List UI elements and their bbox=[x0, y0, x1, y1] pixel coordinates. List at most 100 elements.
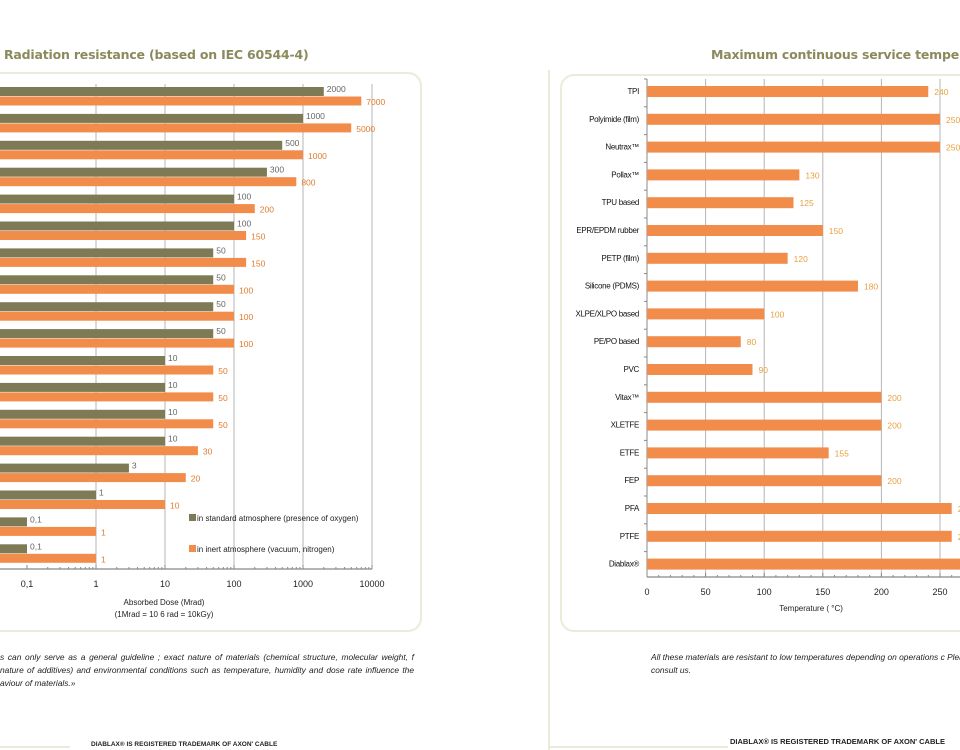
category-label: PE/PO based bbox=[594, 337, 639, 346]
value-label: 250 bbox=[946, 143, 960, 153]
bar-inert bbox=[0, 96, 362, 106]
value-label-standard: 50 bbox=[216, 326, 226, 336]
bar-standard bbox=[0, 490, 96, 500]
value-label-standard: 0,1 bbox=[30, 514, 42, 524]
x-tick-label: 150 bbox=[815, 587, 830, 597]
value-label-inert: 7000 bbox=[366, 97, 385, 107]
page-edge-right bbox=[548, 70, 550, 750]
x-tick-label: 1000 bbox=[293, 579, 313, 589]
category-label: TPI bbox=[627, 87, 639, 96]
bar-temperature bbox=[647, 197, 794, 209]
bar-standard bbox=[0, 409, 165, 419]
bar-temperature bbox=[647, 141, 940, 153]
bar-inert bbox=[0, 257, 247, 267]
bar-inert bbox=[0, 311, 234, 321]
value-label-inert: 1 bbox=[101, 554, 106, 564]
bar-inert bbox=[0, 553, 96, 563]
value-label-standard: 0,1 bbox=[30, 541, 42, 551]
category-label: TPU based bbox=[602, 198, 639, 207]
bar-inert bbox=[0, 365, 214, 375]
bar-inert bbox=[0, 446, 198, 456]
category-label: EPR/EPDM rubber bbox=[576, 226, 639, 235]
value-label: 80 bbox=[747, 337, 757, 347]
x-axis-label: Temperature ( °C) bbox=[779, 604, 843, 613]
x-tick-label: 50 bbox=[701, 587, 711, 597]
category-label: ETFE bbox=[620, 448, 639, 457]
bar-temperature bbox=[647, 503, 952, 514]
bar-temperature bbox=[647, 447, 829, 459]
value-label-standard: 50 bbox=[216, 299, 226, 309]
x-tick-label: 250 bbox=[932, 587, 947, 597]
trademark-left: DIABLAX® IS REGISTERED TRADEMARK OF AXON… bbox=[91, 741, 278, 748]
value-label-standard: 1000 bbox=[306, 111, 325, 121]
value-label-standard: 50 bbox=[216, 272, 226, 282]
bar-standard bbox=[0, 221, 234, 231]
value-label-inert: 1 bbox=[101, 527, 106, 537]
value-label: 180 bbox=[864, 282, 878, 292]
x-tick-label: 0,1 bbox=[21, 579, 34, 589]
bar-inert bbox=[0, 284, 234, 294]
value-label-standard: 10 bbox=[168, 380, 178, 390]
bar-inert bbox=[0, 419, 214, 429]
bar-standard bbox=[0, 382, 165, 392]
x-axis-label-units: (1Mrad = 10 6 rad = 10kGy) bbox=[115, 610, 214, 619]
value-label-inert: 200 bbox=[260, 205, 274, 215]
bar-temperature bbox=[647, 86, 929, 97]
value-label: 2 bbox=[958, 532, 960, 542]
value-label-inert: 50 bbox=[218, 366, 228, 376]
value-label-inert: 10 bbox=[170, 501, 180, 511]
bar-inert bbox=[0, 392, 214, 402]
category-label: Neutrax™ bbox=[605, 143, 639, 152]
value-label: 2 bbox=[958, 504, 960, 514]
bar-inert bbox=[0, 177, 297, 187]
bar-inert bbox=[0, 150, 303, 160]
x-tick-label: 100 bbox=[226, 579, 241, 589]
value-label: 240 bbox=[934, 87, 948, 97]
value-label-inert: 800 bbox=[301, 178, 315, 188]
value-label-standard: 500 bbox=[285, 138, 299, 148]
bar-standard bbox=[0, 113, 303, 123]
bar-inert bbox=[0, 338, 234, 348]
bar-temperature bbox=[647, 475, 882, 487]
radiation-chart-panel bbox=[0, 72, 422, 632]
value-label-inert: 150 bbox=[251, 232, 265, 242]
bar-temperature bbox=[647, 225, 823, 236]
value-label-inert: 50 bbox=[218, 393, 228, 403]
bar-temperature bbox=[647, 391, 882, 403]
category-label: XLETFE bbox=[611, 421, 639, 430]
x-axis-label: Absorbed Dose (Mrad) bbox=[124, 598, 205, 607]
value-label: 120 bbox=[794, 254, 808, 264]
value-label-standard: 50 bbox=[216, 245, 226, 255]
temperature-chart-panel bbox=[560, 74, 960, 632]
value-label-inert: 1000 bbox=[308, 151, 327, 161]
bar-temperature bbox=[647, 252, 788, 264]
bar-standard bbox=[0, 329, 214, 339]
bar-standard bbox=[0, 248, 214, 258]
bar-standard bbox=[0, 194, 234, 204]
bar-temperature bbox=[647, 169, 800, 181]
bar-temperature bbox=[647, 419, 882, 431]
bar-inert bbox=[0, 231, 247, 240]
value-label-inert: 5000 bbox=[356, 124, 375, 134]
bar-standard bbox=[0, 167, 267, 177]
legend-label-inert: in inert atmosphere (vacuum, nitrogen) bbox=[197, 545, 335, 554]
value-label: 200 bbox=[887, 421, 901, 431]
temperature-chart: 0 50 100 150 200 250 TPI 240 Polyimide (film) 250… bbox=[575, 78, 960, 613]
bar-temperature bbox=[647, 308, 765, 320]
legend-swatch-standard bbox=[189, 514, 196, 521]
category-label: PETP (film) bbox=[602, 254, 640, 263]
x-tick-label: 10000 bbox=[359, 579, 384, 589]
radiation-chart: 0,1 1 10 100 1000 100002000700010005000500100… bbox=[0, 84, 385, 619]
category-label: Silicone (PDMS) bbox=[585, 282, 640, 291]
category-label: Polyimide (film) bbox=[589, 115, 640, 124]
bar-standard bbox=[0, 517, 27, 527]
legend-swatch-inert bbox=[189, 545, 196, 552]
value-label-standard: 10 bbox=[168, 353, 178, 363]
bar-inert bbox=[0, 500, 165, 509]
bar-temperature bbox=[647, 558, 960, 570]
bar-inert bbox=[0, 123, 352, 133]
bar-temperature bbox=[647, 364, 753, 375]
value-label: 90 bbox=[758, 365, 768, 375]
bar-temperature bbox=[647, 113, 940, 125]
category-label: XLPE/XLPO based bbox=[575, 309, 639, 318]
